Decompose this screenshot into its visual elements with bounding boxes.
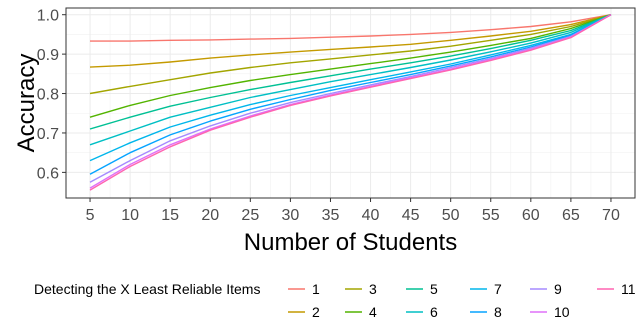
series-line-3 [89,14,612,95]
legend-label-9: 9 [554,281,562,297]
x-tick-label: 65 [562,207,580,224]
legend-label-8: 8 [494,304,502,320]
x-tick-label: 25 [241,207,259,224]
legend-label-4: 4 [369,304,377,320]
x-tick-label: 70 [602,207,620,224]
x-tick-label: 60 [522,207,540,224]
x-axis-ticks: 5 10 15 20 25 30 35 40 45 50 55 60 65 70 [86,198,620,224]
x-tick-label: 55 [482,207,500,224]
y-axis-title: Accuracy [13,54,40,153]
series-line-7 [89,14,612,162]
x-axis-title: Number of Students [244,229,457,256]
x-tick-label: 45 [402,207,420,224]
legend-label-11: 11 [621,281,636,297]
series-line-9 [89,14,612,183]
x-tick-label: 35 [322,207,340,224]
x-tick-label: 50 [442,207,460,224]
legend-label-7: 7 [494,281,502,297]
y-axis-ticks: 0.6 0.7 0.8 0.9 1.0 [37,8,66,182]
legend-title: Detecting the X Least Reliable Items [34,281,260,297]
y-tick-label: 0.8 [37,87,59,104]
plot-border [65,7,636,199]
x-tick-label: 5 [86,207,95,224]
y-tick-label: 1.0 [37,8,59,25]
series-line-10 [89,14,612,189]
x-tick-label: 20 [201,207,219,224]
legend-label-10: 10 [554,304,570,320]
legend-label-5: 5 [430,281,438,297]
series-line-11 [89,14,612,191]
x-tick-label: 15 [161,207,179,224]
y-tick-label: 0.6 [37,165,59,182]
legend: 1 2 3 4 5 6 7 8 9 10 11 [288,281,636,320]
legend-label-1: 1 [312,281,320,297]
series-line-1 [90,14,612,42]
series-line-8 [89,14,612,175]
grid-minor [66,8,635,198]
legend-label-2: 2 [312,304,320,320]
y-tick-label: 0.9 [37,47,59,64]
x-tick-label: 10 [121,207,139,224]
series-line-4 [89,14,612,118]
y-tick-label: 0.7 [37,126,59,143]
series-line-2 [89,14,612,68]
series-lines [89,14,612,191]
x-tick-label: 30 [281,207,299,224]
series-line-5 [89,14,612,130]
legend-label-6: 6 [430,304,438,320]
legend-label-3: 3 [369,281,377,297]
x-tick-label: 40 [362,207,380,224]
series-line-6 [89,14,612,146]
